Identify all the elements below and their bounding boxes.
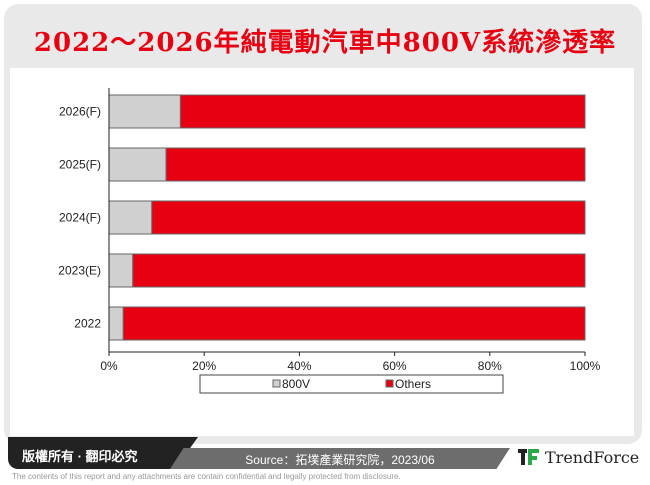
legend-box bbox=[199, 374, 504, 394]
legend-label-others: Others bbox=[395, 377, 431, 391]
legend-swatch-others bbox=[385, 379, 394, 388]
x-tick-label: 100% bbox=[570, 359, 601, 373]
category-label: 2024(F) bbox=[59, 211, 101, 225]
x-tick-label: 0% bbox=[100, 359, 118, 373]
x-tick-label: 60% bbox=[383, 359, 407, 373]
copyright-text: 版權所有 · 翻印必究 bbox=[22, 449, 138, 464]
bar-others-2023(E) bbox=[132, 253, 586, 288]
legend-label-800v: 800V bbox=[282, 377, 310, 391]
category-label: 2026(F) bbox=[59, 105, 101, 119]
bar-others-2022 bbox=[122, 306, 586, 341]
bar-800v-2025(F) bbox=[108, 147, 167, 182]
disclaimer: The contents of this report and any atta… bbox=[12, 472, 401, 481]
bar-others-2024(F) bbox=[151, 200, 586, 235]
x-tick-label: 20% bbox=[192, 359, 216, 373]
bar-800v-2026(F) bbox=[108, 94, 181, 129]
bar-800v-2022 bbox=[108, 306, 124, 341]
x-tick-label: 40% bbox=[287, 359, 311, 373]
legend-swatch-800v bbox=[272, 379, 281, 388]
trendforce-logo-icon bbox=[518, 449, 539, 465]
chart-title: 2022～2026年純電動汽車中800V系統滲透率 bbox=[33, 28, 617, 58]
x-tick-label: 80% bbox=[478, 359, 502, 373]
category-label: 2025(F) bbox=[59, 158, 101, 172]
bar-800v-2024(F) bbox=[108, 200, 153, 235]
footer-copyright-band bbox=[8, 437, 198, 469]
source-text: Source：拓墣產業研究院，2023/06 bbox=[245, 453, 435, 467]
trendforce-logo: TrendForce bbox=[518, 447, 639, 467]
bar-800v-2023(E) bbox=[108, 253, 134, 288]
bar-others-2026(F) bbox=[179, 94, 586, 129]
bar-others-2025(F) bbox=[165, 147, 586, 182]
footer-source-band bbox=[170, 448, 510, 469]
logo-text: TrendForce bbox=[545, 447, 640, 467]
category-label: 2022 bbox=[74, 317, 101, 331]
category-label: 2023(E) bbox=[58, 264, 101, 278]
